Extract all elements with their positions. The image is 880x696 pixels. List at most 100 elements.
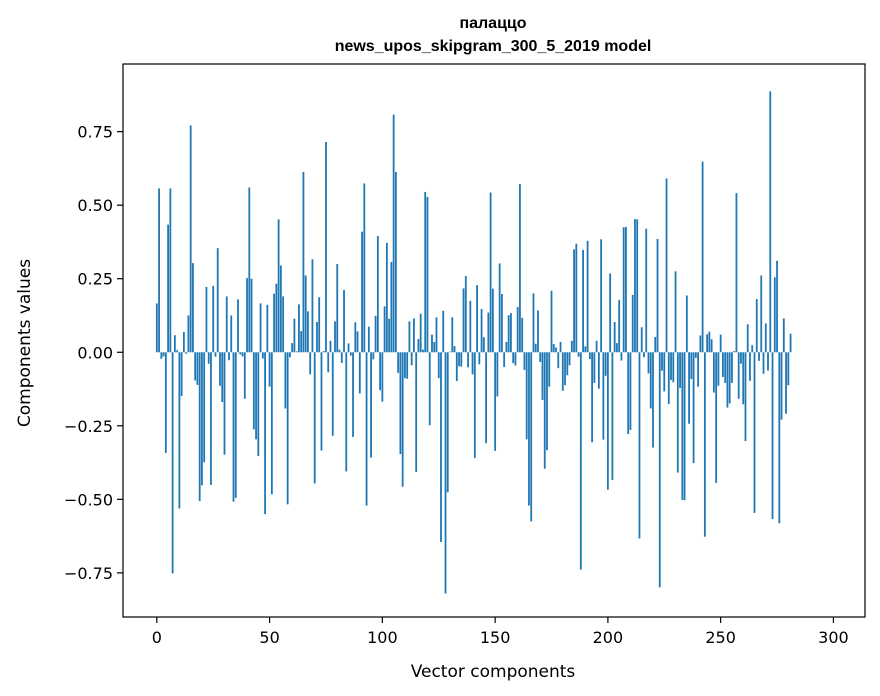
- chart-subtitle: news_upos_skipgram_300_5_2019 model: [335, 38, 652, 55]
- bar: [410, 352, 413, 366]
- x-tick-label: 300: [818, 628, 849, 647]
- bar: [279, 265, 282, 353]
- bar: [230, 315, 233, 353]
- bar: [613, 321, 616, 353]
- bar: [546, 352, 548, 451]
- bar: [417, 339, 420, 353]
- bar: [243, 352, 246, 399]
- bar: [413, 318, 415, 353]
- bar: [722, 352, 724, 377]
- bar: [609, 273, 612, 353]
- bar: [173, 335, 176, 353]
- bar: [196, 352, 199, 385]
- bar: [232, 352, 235, 502]
- x-tick-label: 200: [593, 628, 624, 647]
- bar: [690, 352, 693, 380]
- bar: [424, 191, 427, 353]
- bar: [185, 352, 188, 354]
- bar: [654, 336, 657, 353]
- bar: [223, 352, 226, 455]
- y-tick-label: −0.75: [64, 564, 113, 583]
- bar: [487, 312, 490, 353]
- bar: [212, 285, 215, 353]
- bar: [634, 219, 636, 353]
- bar: [201, 352, 203, 486]
- bar: [241, 352, 244, 357]
- bar: [588, 352, 591, 360]
- y-tick-label: −0.25: [64, 417, 113, 436]
- bar: [203, 352, 206, 463]
- bar: [636, 219, 639, 353]
- bar: [451, 317, 454, 353]
- bar: [252, 352, 255, 430]
- bar: [728, 352, 731, 404]
- bar: [661, 352, 663, 371]
- bar: [577, 352, 580, 357]
- bar: [237, 299, 239, 353]
- bar: [401, 352, 404, 487]
- bar: [194, 352, 197, 381]
- bar: [372, 352, 375, 360]
- bar: [706, 334, 709, 353]
- bar: [458, 352, 460, 367]
- bar: [189, 125, 192, 353]
- bar: [543, 352, 546, 469]
- bar: [379, 352, 381, 391]
- bar: [318, 297, 321, 353]
- bar: [593, 352, 596, 383]
- plot-area-frame: [122, 63, 866, 618]
- bar: [295, 351, 298, 353]
- bar: [620, 352, 623, 361]
- bar: [419, 313, 422, 353]
- bar: [187, 315, 190, 353]
- bar: [210, 352, 212, 485]
- bar: [198, 352, 201, 502]
- bar: [541, 352, 544, 400]
- bar: [390, 261, 393, 353]
- bar: [178, 352, 181, 509]
- y-axis-ticks: −0.75 −0.50 −0.25 0.00 0.25 0.50 0.75: [64, 123, 123, 583]
- bar: [480, 309, 483, 353]
- bar: [564, 352, 566, 386]
- bar: [586, 240, 589, 353]
- bar: [764, 323, 767, 353]
- bar: [415, 352, 418, 472]
- bar: [316, 321, 318, 353]
- bar: [476, 285, 478, 353]
- bar: [715, 352, 718, 483]
- bar: [528, 352, 530, 506]
- bar: [334, 321, 336, 353]
- bar: [462, 288, 465, 353]
- bar: [557, 352, 560, 369]
- bar: [539, 352, 542, 362]
- bar: [460, 352, 463, 367]
- bar: [167, 224, 169, 353]
- bar: [352, 352, 354, 437]
- bar: [325, 141, 327, 353]
- bar: [676, 352, 679, 473]
- bar: [385, 242, 388, 353]
- bar: [685, 295, 688, 353]
- bar: [239, 352, 242, 355]
- x-tick-label: 50: [259, 628, 279, 647]
- bar: [692, 352, 695, 464]
- bar: [365, 352, 368, 506]
- bar: [207, 352, 210, 364]
- bar: [431, 334, 433, 353]
- bar: [478, 352, 481, 365]
- bar: [275, 283, 278, 353]
- bar: [568, 352, 571, 366]
- bar: [363, 183, 366, 353]
- bar: [268, 352, 271, 387]
- bar: [663, 352, 666, 392]
- bar: [394, 171, 397, 353]
- bar: [521, 317, 524, 353]
- bar: [322, 351, 325, 353]
- bar: [503, 352, 506, 367]
- bar: [428, 352, 431, 426]
- bar: [473, 352, 476, 458]
- bar: [482, 337, 485, 353]
- bar: [584, 346, 587, 353]
- bar: [656, 239, 659, 353]
